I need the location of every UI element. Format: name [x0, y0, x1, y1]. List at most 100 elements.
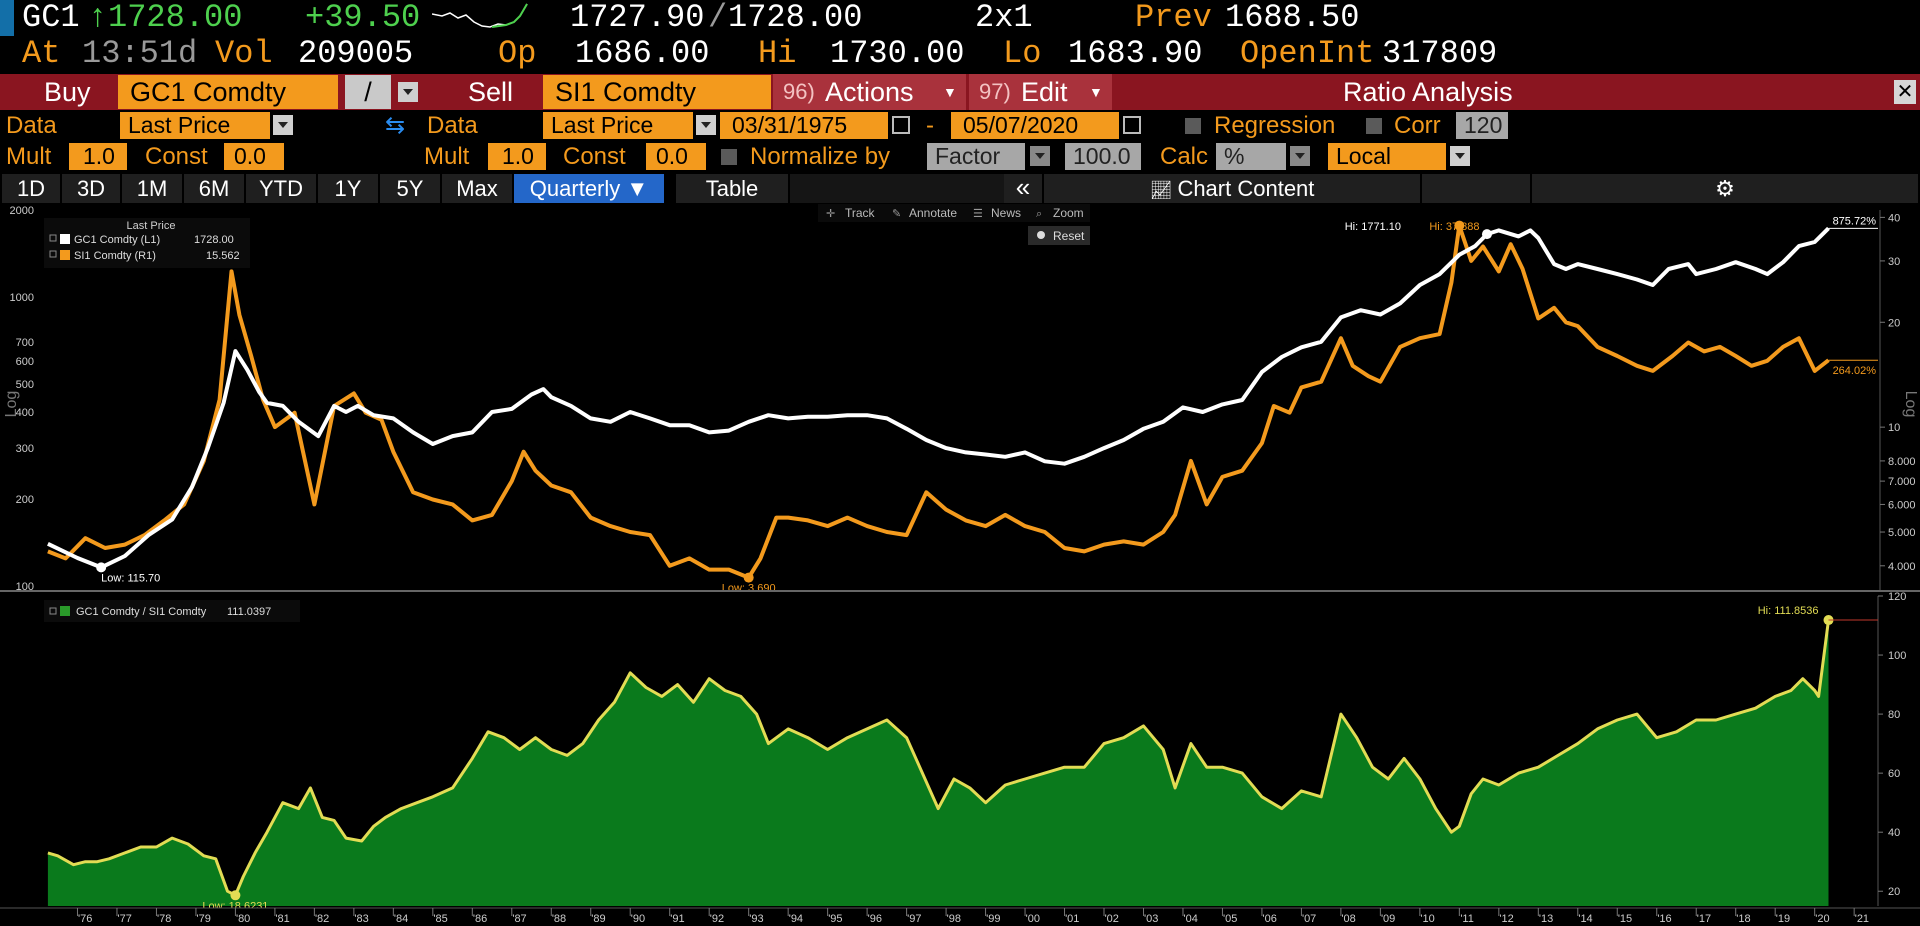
- bid-ask-size: 2x1: [975, 0, 1033, 36]
- track-icon[interactable]: ✛: [826, 208, 835, 220]
- x-tick-label: '04: [1184, 913, 1198, 925]
- reset-icon: [1037, 231, 1045, 239]
- sell-security-field[interactable]: SI1 Comdty: [543, 75, 771, 109]
- sell-label: Sell: [468, 77, 514, 107]
- buy-security-field[interactable]: GC1 Comdty: [118, 75, 338, 109]
- right-tick-label: 6.000: [1888, 499, 1916, 511]
- left-tick-label: 400: [16, 407, 34, 419]
- news-icon[interactable]: ☰: [973, 208, 983, 220]
- normalize-checkbox[interactable]: [721, 149, 737, 165]
- calc-select[interactable]: %: [1216, 143, 1286, 170]
- x-tick-label: '98: [947, 913, 961, 925]
- calc-dropdown-icon[interactable]: [1290, 146, 1310, 166]
- price-legend: Last Price GC1 Comdty (L1) 1728.00 SI1 C…: [44, 218, 250, 268]
- data1-select[interactable]: Last Price: [120, 112, 270, 139]
- range-5y[interactable]: 5Y: [380, 174, 440, 203]
- x-tick-label: '15: [1618, 913, 1632, 925]
- legend-toggle-icon[interactable]: [49, 234, 57, 242]
- chart-content-button[interactable]: 📈︎ Chart Content: [1044, 174, 1420, 203]
- bid-price: 1727.90: [570, 0, 705, 36]
- currency-dropdown-icon[interactable]: [1450, 146, 1470, 166]
- x-tick-label: '76: [78, 913, 92, 925]
- annotate-tool[interactable]: Annotate: [909, 206, 957, 220]
- mult2-field[interactable]: 1.0: [488, 143, 546, 170]
- regression-checkbox[interactable]: [1185, 118, 1201, 134]
- x-tick-label: '17: [1697, 913, 1711, 925]
- range-ytd[interactable]: YTD: [246, 174, 316, 203]
- range-bar: 1D 3D 1M 6M YTD 1Y 5Y Max Quarterly ▼ Ta…: [0, 173, 1920, 204]
- x-tick-label: '88: [552, 913, 566, 925]
- range-1m[interactable]: 1M: [122, 174, 182, 203]
- track-tool[interactable]: Track: [845, 206, 876, 220]
- range-spacer: [790, 174, 1040, 203]
- data2-dropdown-icon[interactable]: [696, 115, 716, 135]
- settings-gear-icon[interactable]: ⚙: [1532, 174, 1918, 203]
- close-icon[interactable]: ✕: [1894, 80, 1916, 104]
- table-button[interactable]: Table: [676, 174, 788, 203]
- calendar-icon[interactable]: [1123, 116, 1141, 134]
- news-tool[interactable]: News: [991, 206, 1021, 220]
- ratio-high-label: Hi: 111.8536: [1758, 605, 1819, 617]
- operator-select[interactable]: /: [345, 75, 391, 109]
- right-axis: 4.000 5.000 6.000 7.000 8.000 10 20 30 40: [1880, 212, 1916, 573]
- collapse-icon[interactable]: «: [1004, 174, 1042, 203]
- corr-checkbox[interactable]: [1366, 118, 1382, 134]
- x-tick-label: '10: [1420, 913, 1434, 925]
- range-3d[interactable]: 3D: [62, 174, 120, 203]
- legend-title: Last Price: [127, 220, 176, 232]
- legend-toggle-icon[interactable]: [49, 250, 57, 258]
- const2-field[interactable]: 0.0: [646, 143, 706, 170]
- x-tick-label: '19: [1776, 913, 1790, 925]
- left-tick-label: 200: [16, 494, 34, 506]
- mult1-label: Mult: [6, 143, 52, 170]
- ratio-charts[interactable]: 100 200 300 400 500 600 700 1000 2000 4.000 5.000…: [0, 204, 1920, 926]
- sparkline: [432, 3, 528, 28]
- ratio-tick-label: 120: [1888, 591, 1906, 603]
- ratio-line: [47, 619, 1830, 897]
- zoom-tool[interactable]: Zoom: [1053, 206, 1084, 220]
- legend-toggle-icon[interactable]: [49, 607, 57, 615]
- x-tick-label: '85: [433, 913, 447, 925]
- reset-button[interactable]: [1028, 226, 1090, 245]
- normalize-dropdown-icon[interactable]: [1030, 146, 1050, 166]
- ticker-symbol: GC1: [22, 0, 80, 36]
- currency-select[interactable]: Local: [1328, 143, 1446, 170]
- ratio-tick-label: 20: [1888, 886, 1900, 898]
- annotate-icon[interactable]: ✎: [892, 208, 901, 220]
- x-tick-label: '81: [275, 913, 289, 925]
- operator-dropdown-icon[interactable]: [398, 82, 418, 102]
- actions-menu[interactable]: 96) Actions ▼: [773, 74, 966, 110]
- up-arrow-icon: ↑: [88, 0, 108, 36]
- edit-menu[interactable]: 97) Edit ▼: [969, 74, 1112, 110]
- x-tick-label: '87: [512, 913, 526, 925]
- end-date-field[interactable]: 05/07/2020: [951, 112, 1119, 139]
- regression-label: Regression: [1214, 112, 1336, 139]
- quote-header: GC1 ↑ 1728.00 +39.50 1727.90 / 1728.00 2…: [0, 0, 1920, 36]
- zoom-icon[interactable]: ⌕: [1036, 208, 1042, 220]
- factor-field[interactable]: 100.0: [1065, 143, 1141, 170]
- range-1d[interactable]: 1D: [2, 174, 60, 203]
- mult-settings-row: Mult 1.0 Const 0.0 Mult 1.0 Const 0.0 No…: [0, 141, 1920, 172]
- ask-price: 1728.00: [728, 0, 863, 36]
- data1-dropdown-icon[interactable]: [273, 115, 293, 135]
- range-1y[interactable]: 1Y: [318, 174, 378, 203]
- x-tick-label: '83: [354, 913, 368, 925]
- calendar-icon[interactable]: [892, 116, 910, 134]
- pct-label-gc1: 875.72%: [1833, 215, 1877, 227]
- swap-icon[interactable]: ⇆: [385, 112, 406, 139]
- x-tick-label: '18: [1736, 913, 1750, 925]
- corr-period-field[interactable]: 120: [1456, 112, 1508, 139]
- range-max[interactable]: Max: [442, 174, 512, 203]
- start-date-field[interactable]: 03/31/1975: [720, 112, 888, 139]
- ticker-tab[interactable]: [0, 0, 14, 36]
- data2-select[interactable]: Last Price: [543, 112, 693, 139]
- x-tick-label: '03: [1144, 913, 1158, 925]
- legend-swatch-si1: [60, 250, 70, 260]
- range-6m[interactable]: 6M: [184, 174, 244, 203]
- x-tick-label: '20: [1815, 913, 1829, 925]
- const1-field[interactable]: 0.0: [224, 143, 284, 170]
- legend-name-gc1: GC1 Comdty (L1): [74, 234, 160, 246]
- mult1-field[interactable]: 1.0: [69, 143, 127, 170]
- periodicity-select[interactable]: Quarterly ▼: [514, 174, 664, 203]
- normalize-select[interactable]: Factor: [927, 143, 1025, 170]
